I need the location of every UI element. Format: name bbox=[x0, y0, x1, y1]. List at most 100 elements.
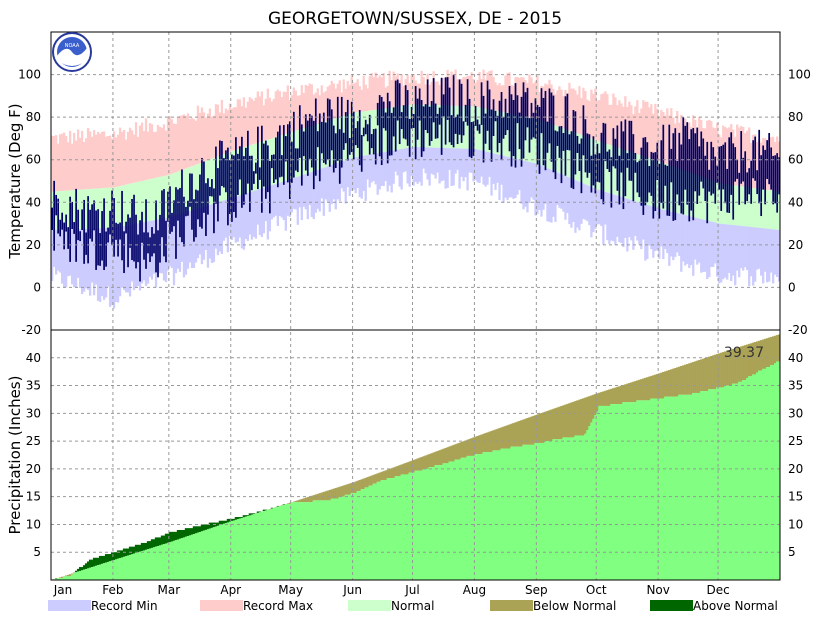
observed-precipitation-bar bbox=[154, 546, 158, 580]
record-min-bar bbox=[364, 155, 367, 201]
record-min-bar bbox=[580, 182, 583, 224]
precipitation-tick-label-left: 35 bbox=[26, 379, 41, 393]
observed-temperature-bar bbox=[77, 209, 79, 241]
record-max-bar bbox=[410, 75, 413, 105]
below-normal-bar bbox=[640, 379, 643, 401]
observed-temperature-bar bbox=[177, 189, 179, 221]
normal-bar bbox=[694, 174, 697, 218]
observed-precipitation-bar bbox=[458, 459, 461, 580]
record-min-bar bbox=[64, 229, 68, 288]
record-max-bar bbox=[66, 142, 70, 191]
observed-precipitation-bar bbox=[254, 513, 258, 580]
normal-bar bbox=[258, 142, 262, 190]
observed-precipitation-bar bbox=[492, 450, 495, 580]
record-min-bar bbox=[626, 198, 629, 252]
below-normal-bar bbox=[360, 479, 363, 490]
precipitation-tick-label-left: 15 bbox=[26, 490, 41, 504]
observed-precipitation-bar bbox=[376, 481, 379, 580]
observed-precipitation-bar bbox=[208, 528, 212, 580]
below-normal-bar bbox=[402, 463, 405, 475]
below-normal-bar bbox=[350, 482, 353, 493]
record-max-bar bbox=[212, 115, 216, 158]
observed-temperature-bar bbox=[239, 146, 241, 180]
record-min-bar bbox=[286, 180, 289, 216]
below-normal-bar bbox=[498, 428, 501, 451]
below-normal-bar bbox=[66, 574, 70, 577]
observed-temperature-bar bbox=[608, 149, 611, 172]
observed-temperature-bar bbox=[734, 147, 737, 182]
record-max-bar bbox=[86, 127, 90, 190]
observed-precipitation-bar bbox=[150, 547, 154, 580]
above-normal-bar bbox=[142, 542, 146, 551]
observed-temperature-bar bbox=[294, 148, 297, 171]
observed-precipitation-bar bbox=[474, 454, 477, 580]
observed-temperature-bar bbox=[276, 131, 279, 188]
record-min-bar bbox=[462, 148, 465, 182]
record-min-bar bbox=[218, 201, 222, 252]
observed-precipitation-bar bbox=[608, 405, 611, 580]
observed-precipitation-bar bbox=[676, 396, 679, 580]
normal-bar bbox=[62, 190, 66, 230]
observed-temperature-bar bbox=[348, 138, 351, 155]
observed-precipitation-bar bbox=[364, 487, 367, 580]
record-min-bar bbox=[51, 229, 54, 281]
normal-bar bbox=[774, 191, 777, 230]
record-min-bar bbox=[576, 181, 579, 228]
record-max-bar bbox=[80, 130, 84, 190]
record-max-bar bbox=[748, 127, 751, 188]
below-normal-bar bbox=[652, 375, 655, 399]
record-min-bar bbox=[582, 183, 585, 220]
record-max-bar bbox=[300, 85, 303, 129]
normal-bar bbox=[94, 188, 98, 229]
normal-bar bbox=[700, 176, 703, 220]
record-max-bar bbox=[198, 112, 202, 164]
record-max-bar bbox=[182, 114, 186, 170]
record-min-bar bbox=[320, 168, 323, 199]
observed-temperature-bar bbox=[504, 98, 507, 136]
normal-bar bbox=[754, 188, 757, 228]
below-normal-bar bbox=[436, 450, 439, 466]
observed-temperature-bar bbox=[654, 152, 657, 211]
observed-precipitation-bar bbox=[698, 392, 701, 580]
below-normal-bar bbox=[370, 475, 373, 486]
observed-precipitation-bar bbox=[132, 553, 136, 580]
noaa-logo-text: NOAA bbox=[65, 43, 80, 49]
observed-precipitation-bar bbox=[54, 578, 58, 580]
temperature-tick-label-left: 20 bbox=[26, 238, 41, 252]
observed-temperature-bar bbox=[402, 105, 405, 139]
record-max-bar bbox=[322, 92, 325, 123]
record-max-bar bbox=[422, 76, 425, 105]
record-min-bar bbox=[604, 191, 607, 225]
below-normal-bar bbox=[450, 445, 453, 462]
observed-precipitation-bar bbox=[638, 400, 641, 580]
observed-temperature-bar bbox=[380, 96, 383, 166]
observed-temperature-bar bbox=[352, 111, 355, 160]
observed-temperature-bar bbox=[129, 217, 131, 248]
normal-bar bbox=[446, 105, 449, 149]
observed-precipitation-bar bbox=[576, 435, 579, 580]
precipitation-y-axis-label: Precipitation (Inches) bbox=[6, 376, 24, 535]
observed-temperature-bar bbox=[392, 107, 395, 137]
record-min-bar bbox=[540, 165, 543, 217]
observed-temperature-bar bbox=[434, 103, 437, 139]
below-normal-bar bbox=[690, 362, 693, 395]
observed-temperature-bar bbox=[744, 151, 747, 205]
month-tick-label: Jul bbox=[404, 583, 419, 597]
normal-bar bbox=[568, 130, 571, 178]
observed-precipitation-bar bbox=[124, 556, 128, 580]
observed-precipitation-bar bbox=[656, 398, 659, 580]
above-normal-bar bbox=[246, 515, 250, 517]
above-normal-bar bbox=[110, 552, 114, 561]
observed-precipitation-bar bbox=[760, 370, 763, 580]
observed-temperature-bar bbox=[97, 209, 99, 266]
observed-temperature-bar bbox=[292, 111, 295, 178]
record-max-bar bbox=[200, 107, 204, 163]
record-min-bar bbox=[708, 221, 711, 278]
above-normal-bar bbox=[206, 524, 210, 530]
observed-precipitation-bar bbox=[478, 454, 481, 580]
observed-precipitation-bar bbox=[718, 387, 721, 580]
observed-precipitation-bar bbox=[120, 557, 124, 580]
record-min-bar bbox=[726, 224, 729, 280]
observed-precipitation-bar bbox=[372, 483, 375, 580]
record-max-bar bbox=[88, 131, 92, 190]
